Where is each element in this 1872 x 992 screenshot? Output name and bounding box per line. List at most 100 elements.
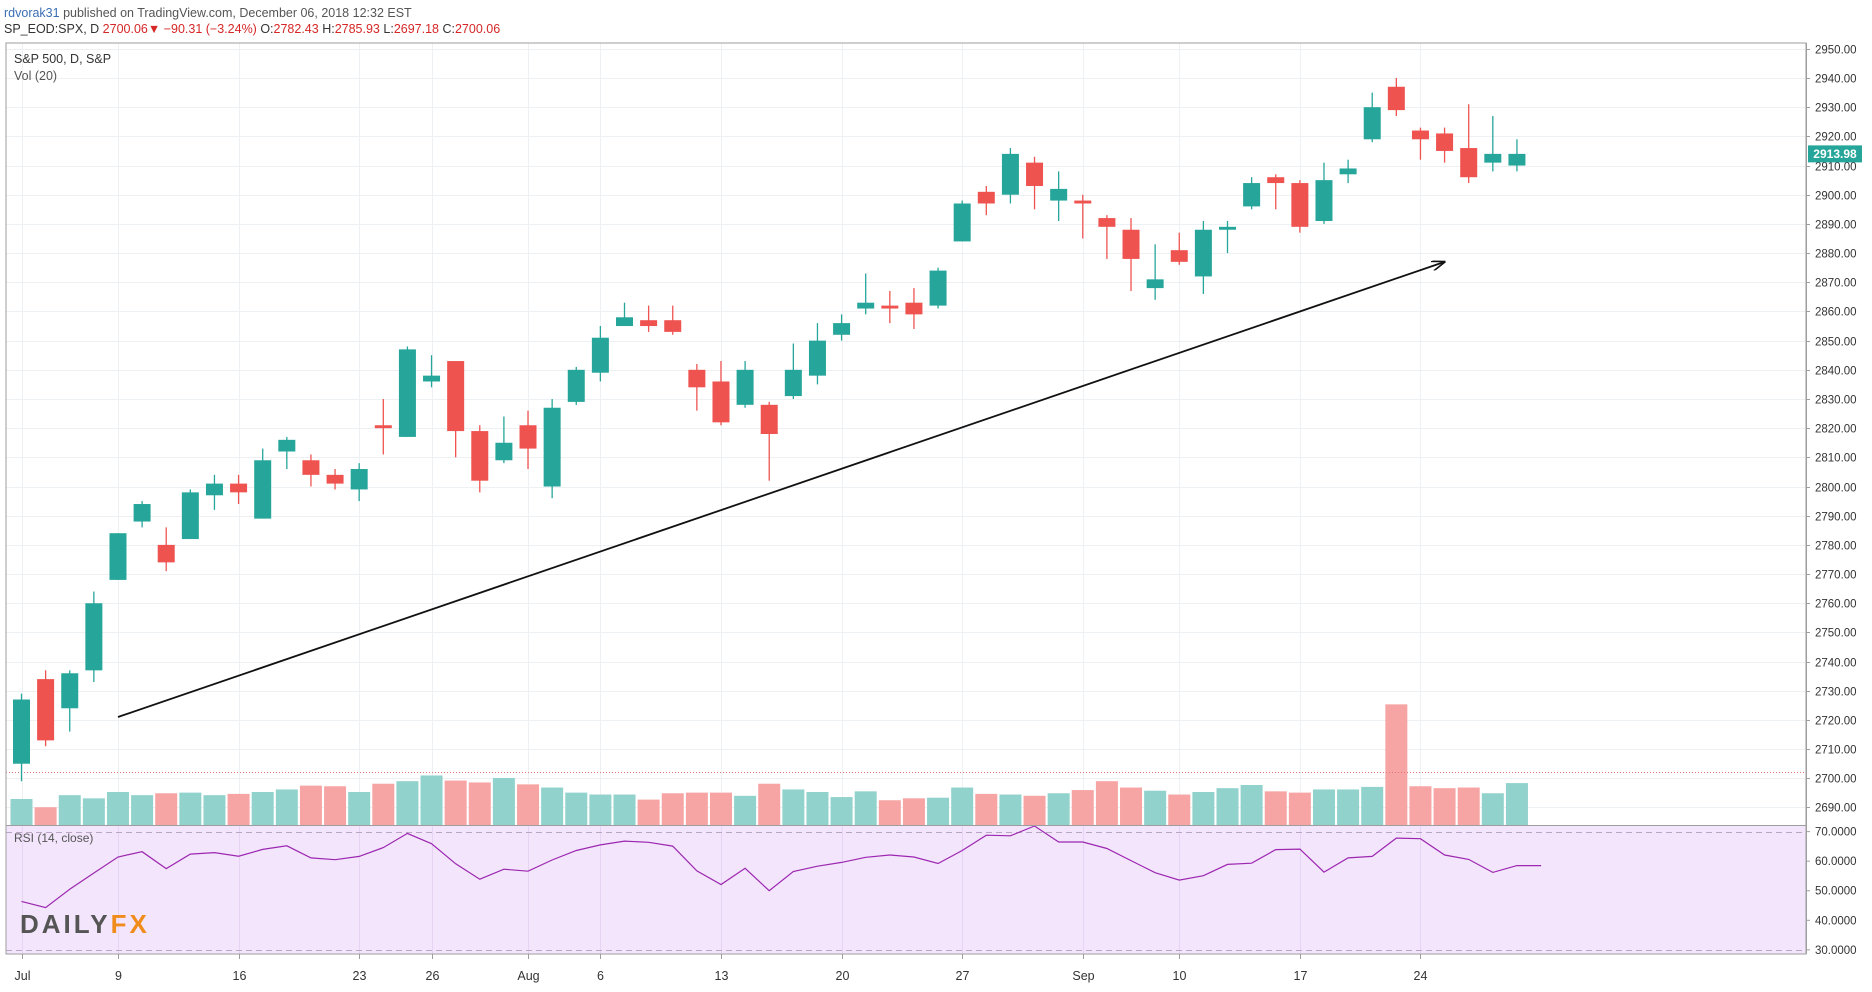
volume-bar xyxy=(951,787,974,825)
volume-bar xyxy=(1240,784,1263,825)
trend-arrow xyxy=(117,262,1445,718)
candle-body xyxy=(567,369,585,402)
candle-body xyxy=(302,460,320,475)
candle-body xyxy=(1508,153,1526,166)
candle-body xyxy=(1387,86,1405,111)
volume-bar xyxy=(275,789,298,825)
volume-bar xyxy=(10,798,33,825)
candle-body xyxy=(1243,183,1261,207)
candle-body xyxy=(760,404,778,434)
plot-area[interactable] xyxy=(6,43,1806,825)
date-tick-label: 9 xyxy=(115,969,122,983)
volume-bar xyxy=(106,791,129,825)
volume-bar xyxy=(468,782,491,825)
candle-body xyxy=(736,369,754,405)
volume-bar xyxy=(1192,791,1215,825)
candle-body xyxy=(1315,180,1333,221)
volume-bar xyxy=(709,792,732,825)
candle-body xyxy=(374,425,392,429)
date-tick-label: 27 xyxy=(956,969,970,983)
volume-bar xyxy=(541,787,564,825)
volume-bar xyxy=(902,798,925,825)
price-tick-label: 2800.00 xyxy=(1815,483,1857,495)
candle-body xyxy=(61,673,79,709)
candle-body xyxy=(1219,226,1236,230)
trend-arrow-line xyxy=(117,262,1445,718)
volume-bar xyxy=(1216,788,1239,825)
volume-bar xyxy=(348,791,371,825)
volume-bar xyxy=(34,807,57,825)
candle-body xyxy=(616,317,633,327)
candle-body xyxy=(953,203,971,242)
price-tick-label: 2810.00 xyxy=(1815,453,1857,465)
volume-bar xyxy=(1095,781,1118,825)
volume-bar xyxy=(1023,795,1046,825)
open-label: O: xyxy=(260,22,274,36)
candle-body xyxy=(1484,153,1502,163)
volume-bar xyxy=(1312,789,1335,825)
rsi-tick-label: 60.0000 xyxy=(1815,856,1857,868)
candle-body xyxy=(1074,200,1092,204)
price-tick-label: 2840.00 xyxy=(1815,366,1857,378)
price-tick-label: 2740.00 xyxy=(1815,658,1857,670)
author-link[interactable]: rdvorak31 xyxy=(4,6,60,20)
candle-body xyxy=(181,492,199,540)
price-tick-label: 2730.00 xyxy=(1815,687,1857,699)
candle-body xyxy=(881,305,899,309)
price-tick-label: 2920.00 xyxy=(1815,132,1857,144)
price-tick-label: 2760.00 xyxy=(1815,599,1857,611)
candle-body xyxy=(929,270,947,306)
date-tick-label: 20 xyxy=(836,969,850,983)
candle-body xyxy=(471,431,489,481)
date-tick-label: 17 xyxy=(1294,969,1308,983)
candle-body xyxy=(1267,177,1285,184)
close-label: C: xyxy=(442,22,455,36)
price-change: −90.31 (−3.24%) xyxy=(163,22,257,36)
candle-body xyxy=(1339,168,1357,175)
price-tick-label: 2910.00 xyxy=(1815,162,1857,174)
volume-bar xyxy=(1409,786,1432,825)
low-label: L: xyxy=(383,22,394,36)
candle-body xyxy=(977,191,995,204)
price-tick-label: 2850.00 xyxy=(1815,337,1857,349)
candle-body xyxy=(712,381,730,423)
close-value: 2700.06 xyxy=(454,22,501,36)
price-tick-label: 2890.00 xyxy=(1815,220,1857,232)
logo-daily: DAILY xyxy=(20,909,111,939)
volume-bar xyxy=(734,795,757,825)
candle-body xyxy=(37,679,55,741)
price-tick-label: 2770.00 xyxy=(1815,570,1857,582)
candle-body xyxy=(1460,148,1478,178)
publish-line: rdvorak31 published on TradingView.com, … xyxy=(4,6,412,20)
candles xyxy=(13,78,1526,782)
volume-bar xyxy=(251,791,274,825)
chart-header: rdvorak31 published on TradingView.com, … xyxy=(0,0,1872,42)
date-tick-label: 13 xyxy=(715,969,729,983)
candle-body xyxy=(640,320,658,327)
candle-body xyxy=(350,469,368,490)
rsi-pane-background xyxy=(6,826,1806,954)
price-tick-label: 2790.00 xyxy=(1815,512,1857,524)
volume-bar xyxy=(1361,786,1384,825)
price-tick-label: 2750.00 xyxy=(1815,628,1857,640)
volume-bar xyxy=(1144,790,1167,825)
volume-bar xyxy=(324,786,347,825)
candle-body xyxy=(857,302,875,309)
candle-body xyxy=(905,302,923,315)
volume-bar xyxy=(396,781,419,825)
last-price-tag: 2913.98 xyxy=(1808,145,1862,163)
volume-bar xyxy=(854,791,877,825)
candle-body xyxy=(205,483,223,496)
price-tick-label: 2820.00 xyxy=(1815,424,1857,436)
volume-bar xyxy=(782,789,805,825)
volume-bar xyxy=(999,794,1022,825)
rsi-tick-label: 70.0000 xyxy=(1815,827,1857,839)
candle-body xyxy=(1026,162,1044,186)
rsi-line xyxy=(21,825,1542,909)
volume-bar xyxy=(1481,793,1504,825)
candle-body xyxy=(1098,218,1116,227)
candle-body xyxy=(1411,130,1429,140)
candle-body xyxy=(519,425,537,449)
volume-bar xyxy=(758,783,781,825)
